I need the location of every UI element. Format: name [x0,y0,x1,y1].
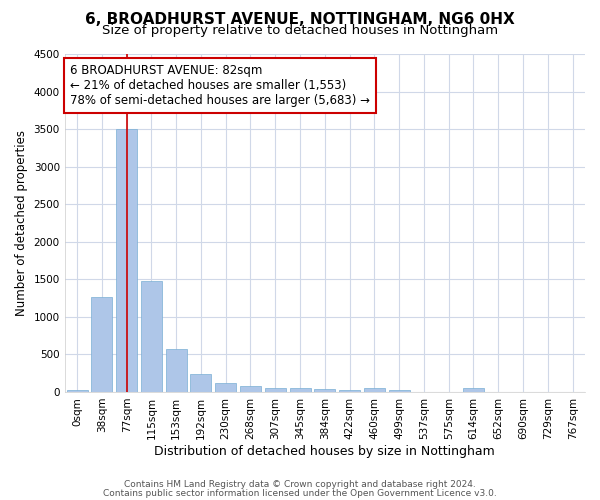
Bar [389,390,410,392]
Bar [215,384,236,392]
Bar [190,374,211,392]
X-axis label: Distribution of detached houses by size in Nottingham: Distribution of detached houses by size … [154,444,495,458]
Bar [166,349,187,392]
Bar [463,388,484,392]
Bar [240,386,261,392]
Text: Contains public sector information licensed under the Open Government Licence v3: Contains public sector information licen… [103,488,497,498]
Bar [339,390,360,392]
Y-axis label: Number of detached properties: Number of detached properties [15,130,28,316]
Bar [141,281,162,392]
Bar [314,390,335,392]
Text: 6 BROADHURST AVENUE: 82sqm
← 21% of detached houses are smaller (1,553)
78% of s: 6 BROADHURST AVENUE: 82sqm ← 21% of deta… [70,64,370,107]
Bar [91,296,112,392]
Text: Size of property relative to detached houses in Nottingham: Size of property relative to detached ho… [102,24,498,37]
Bar [265,388,286,392]
Bar [116,129,137,392]
Bar [364,388,385,392]
Bar [290,388,311,392]
Text: Contains HM Land Registry data © Crown copyright and database right 2024.: Contains HM Land Registry data © Crown c… [124,480,476,489]
Text: 6, BROADHURST AVENUE, NOTTINGHAM, NG6 0HX: 6, BROADHURST AVENUE, NOTTINGHAM, NG6 0H… [85,12,515,28]
Bar [67,390,88,392]
